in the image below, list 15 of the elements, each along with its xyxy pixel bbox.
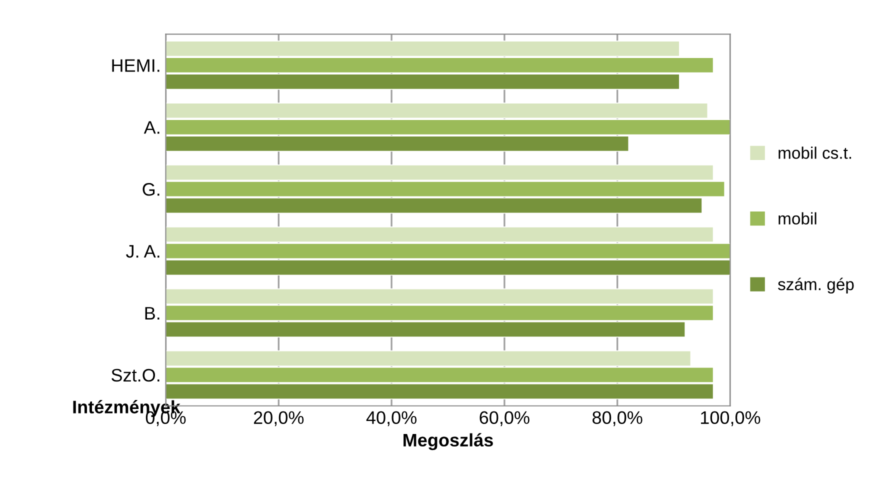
y-tick-label: G. xyxy=(142,183,160,196)
x-tick-label: 40,0% xyxy=(366,411,417,426)
legend-label: szám. gép xyxy=(778,278,854,294)
x-tick-label: 100,0% xyxy=(701,411,760,426)
legend-label: mobil cs.t. xyxy=(778,146,852,159)
x-tick-label: 60,0% xyxy=(480,411,530,426)
y-tick-label: A. xyxy=(144,121,160,134)
y-tick-label: B. xyxy=(145,307,160,320)
y-tick-label: J. A. xyxy=(126,245,160,258)
x-tick-label: 80,0% xyxy=(592,411,642,426)
x-axis-title: Megoszlás xyxy=(404,433,493,450)
x-tick-label: 20,0% xyxy=(254,411,304,426)
legend-label: mobil xyxy=(778,212,816,225)
y-tick-label: Szt.O. xyxy=(112,368,160,382)
y-tick-label: HEMI. xyxy=(112,59,160,72)
